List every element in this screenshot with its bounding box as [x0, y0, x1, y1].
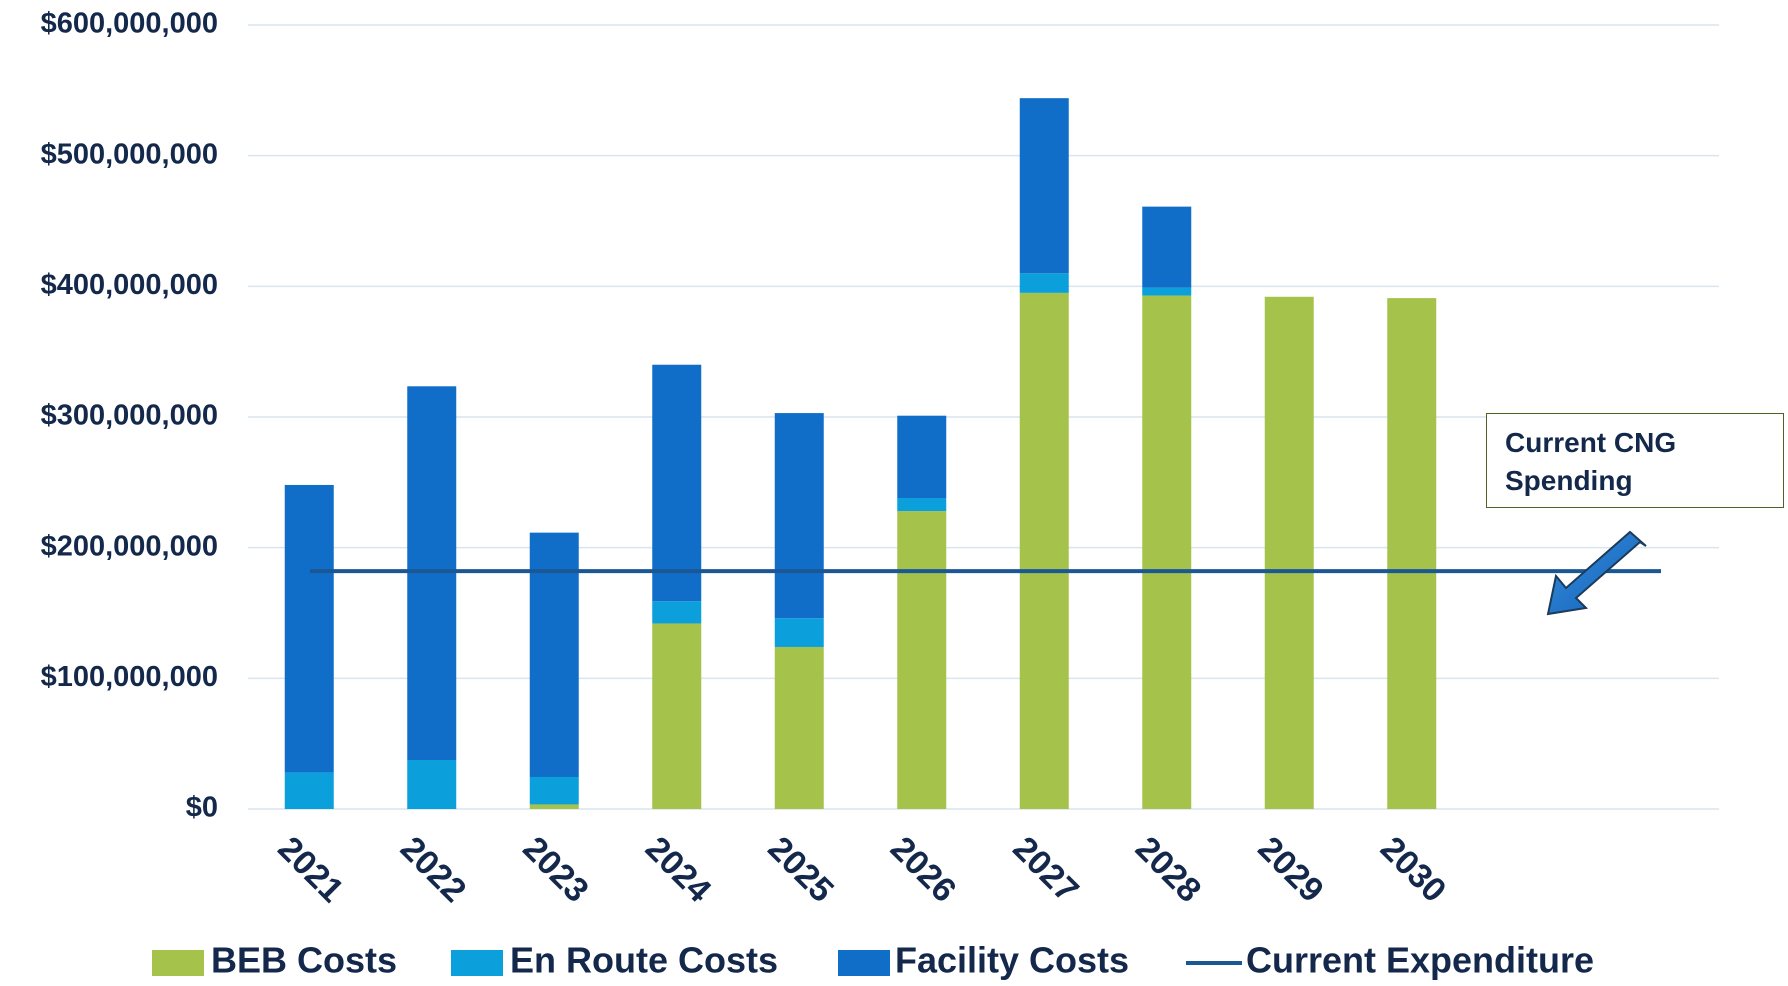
bar-segment — [652, 364, 702, 602]
annotation-arrow — [1546, 530, 1647, 616]
y-tick-label: $500,000,000 — [41, 138, 218, 170]
bar-segment — [529, 532, 579, 777]
x-tick-label: 2029 — [1250, 829, 1330, 909]
bar-segment — [284, 484, 334, 773]
bar-segment — [774, 646, 824, 809]
y-tick-label: $400,000,000 — [41, 269, 218, 301]
x-tick-label: 2028 — [1128, 829, 1208, 909]
y-tick-label: $600,000,000 — [41, 8, 218, 40]
bar-segment — [1019, 292, 1069, 809]
legend-swatch — [451, 950, 503, 976]
bar-segment — [652, 601, 702, 624]
y-tick-label: $100,000,000 — [41, 661, 218, 693]
bar-segment — [1142, 206, 1192, 288]
bar-segment — [529, 804, 579, 809]
y-tick-label: $200,000,000 — [41, 530, 218, 562]
x-tick-label: 2030 — [1373, 829, 1453, 909]
legend-label: Current Expenditure — [1246, 940, 1594, 981]
bar-segment — [529, 776, 579, 805]
legend-swatch — [152, 950, 204, 976]
x-tick-label: 2023 — [515, 829, 595, 909]
bar-segment — [1019, 98, 1069, 274]
annotation: Current CNG Spending — [1486, 413, 1784, 508]
x-tick-label: 2021 — [270, 829, 350, 909]
legend-swatch — [838, 950, 890, 976]
bar-segment — [1142, 287, 1192, 296]
bar-segment — [1264, 296, 1314, 810]
bar-segment — [897, 415, 947, 499]
bar-segment — [1019, 273, 1069, 293]
x-tick-label: 2027 — [1005, 829, 1085, 909]
x-tick-label: 2024 — [638, 829, 718, 909]
bar-segment — [774, 413, 824, 619]
bar-segment — [897, 511, 947, 809]
bar-segment — [652, 623, 702, 809]
bar-segment — [1142, 295, 1192, 810]
x-tick-label: 2022 — [393, 829, 473, 909]
bar-segment — [1387, 298, 1437, 809]
legend-label: En Route Costs — [510, 940, 778, 981]
bar-segment — [774, 618, 824, 647]
y-tick-label: $300,000,000 — [41, 400, 218, 432]
legend-label: Facility Costs — [895, 940, 1129, 981]
x-tick-label: 2026 — [883, 829, 963, 909]
bar-segment — [284, 772, 334, 809]
x-tick-label: 2025 — [760, 829, 840, 909]
y-tick-label: $0 — [186, 792, 218, 824]
legend-label: BEB Costs — [211, 940, 397, 981]
bar-segment — [897, 498, 947, 512]
bar-segment — [407, 760, 457, 809]
